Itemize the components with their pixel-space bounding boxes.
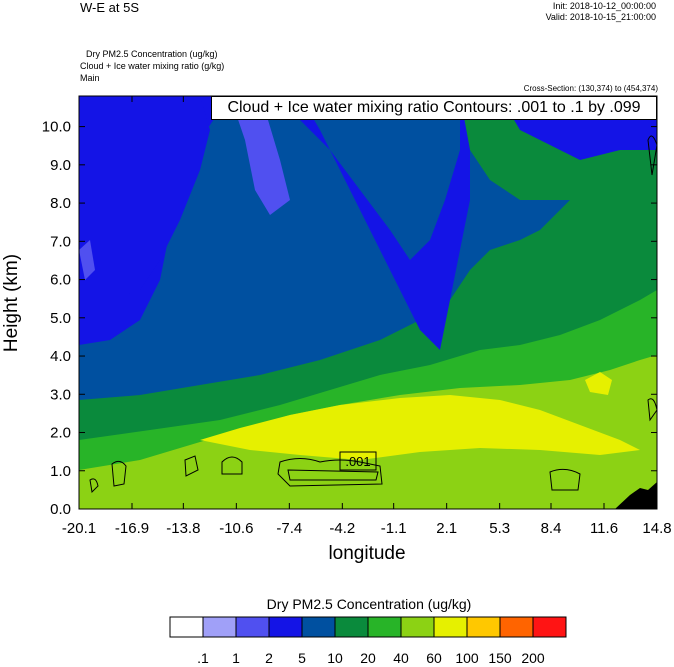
x-tick-label: -7.4	[276, 520, 302, 537]
colorbar-swatch	[532, 616, 567, 638]
y-axis: 0.0 1.0 2.0 3.0 4.0 5.0 6.0 7.0 8.0 9.0 10.0	[42, 119, 657, 518]
cloud-contours	[89, 135, 657, 494]
fill-band-2	[230, 96, 290, 215]
y-axis-label: Height (km)	[1, 253, 22, 353]
colorbar-label: 60	[426, 650, 442, 666]
colorbar-label: 200	[521, 650, 545, 666]
x-axis: -20.1 -16.9 -13.8 -10.6 -7.4 -4.2 -1.1 2.1 5.3 8.…	[62, 96, 672, 537]
x-tick-label: 14.8	[642, 520, 671, 537]
y-tick-label: 1.0	[50, 463, 71, 480]
field-line-pm25: Dry PM2.5 Concentration (ug/kg)	[86, 49, 218, 59]
x-axis-label: longitude	[328, 543, 406, 564]
colorbar-label: 10	[327, 650, 343, 666]
x-tick-label: -10.6	[219, 520, 253, 537]
contour-label-box: .001	[339, 451, 377, 471]
contour-annotation: Cloud + Ice water mixing ratio Contours:…	[211, 96, 657, 120]
colorbar-label: 2	[265, 650, 273, 666]
colorbar-label: 5	[298, 650, 306, 666]
field-line-cloud: Cloud + Ice water mixing ratio (g/kg)	[80, 61, 225, 71]
fill-band-100-patch	[585, 372, 612, 395]
fill-band-100	[200, 395, 640, 460]
y-tick-label: 6.0	[50, 272, 71, 289]
colorbar-swatch	[499, 616, 534, 638]
fill-band-20-upper	[460, 96, 657, 200]
colorbar-label: .1	[197, 650, 209, 666]
colorbar-title: Dry PM2.5 Concentration (ug/kg)	[266, 596, 472, 612]
contour-label: .001	[345, 454, 370, 469]
concentration-field	[79, 96, 657, 509]
field-line-main: Main	[80, 73, 100, 83]
fill-band-5	[79, 96, 657, 350]
colorbar-swatch	[334, 616, 369, 638]
x-tick-label: -1.1	[381, 520, 407, 537]
y-tick-label: 5.0	[50, 310, 71, 327]
colorbar-swatch	[268, 616, 303, 638]
x-tick-label: -16.9	[115, 520, 149, 537]
init-time: Init: 2018-10-12_00:00:00	[552, 1, 656, 11]
cross-section-label: Cross-Section: (130,374) to (454,374)	[523, 84, 658, 93]
colorbar-label: 20	[360, 650, 376, 666]
x-tick-label: 8.4	[541, 520, 562, 537]
x-tick-label: -13.8	[166, 520, 200, 537]
colorbar-swatch	[466, 616, 501, 638]
y-tick-label: 10.0	[42, 119, 71, 136]
colorbar-label: 150	[488, 650, 512, 666]
plot-title: W-E at 5S	[80, 0, 140, 15]
x-tick-label: 5.3	[489, 520, 510, 537]
y-tick-label: 2.0	[50, 425, 71, 442]
y-tick-label: 3.0	[50, 386, 71, 403]
colorbar-label: 40	[393, 650, 409, 666]
x-tick-label: -4.2	[329, 520, 355, 537]
y-tick-label: 0.0	[50, 501, 71, 518]
colorbar-swatch	[301, 616, 336, 638]
colorbar-swatch	[367, 616, 402, 638]
colorbar-swatch	[235, 616, 270, 638]
fill-band-2-patch	[79, 240, 95, 280]
colorbar-swatch	[400, 616, 435, 638]
colorbar-swatch	[433, 616, 468, 638]
y-tick-label: 8.0	[50, 195, 71, 212]
terrain	[615, 482, 657, 509]
colorbar-label: 1	[232, 650, 240, 666]
colorbar-swatch	[202, 616, 237, 638]
valid-time: Valid: 2018-10-15_21:00:00	[545, 12, 656, 22]
x-tick-label: 11.6	[590, 520, 618, 537]
colorbar-swatch	[169, 616, 204, 638]
y-tick-label: 7.0	[50, 233, 71, 250]
x-tick-label: -20.1	[62, 520, 96, 537]
y-tick-label: 4.0	[50, 348, 71, 365]
fill-band-5-west	[79, 96, 210, 300]
y-tick-label: 9.0	[50, 157, 71, 174]
colorbar: .1 1 2 5 10 20 40 60 100 150 200	[169, 616, 567, 666]
x-tick-label: 2.1	[436, 520, 457, 537]
colorbar-label: 100	[455, 650, 479, 666]
